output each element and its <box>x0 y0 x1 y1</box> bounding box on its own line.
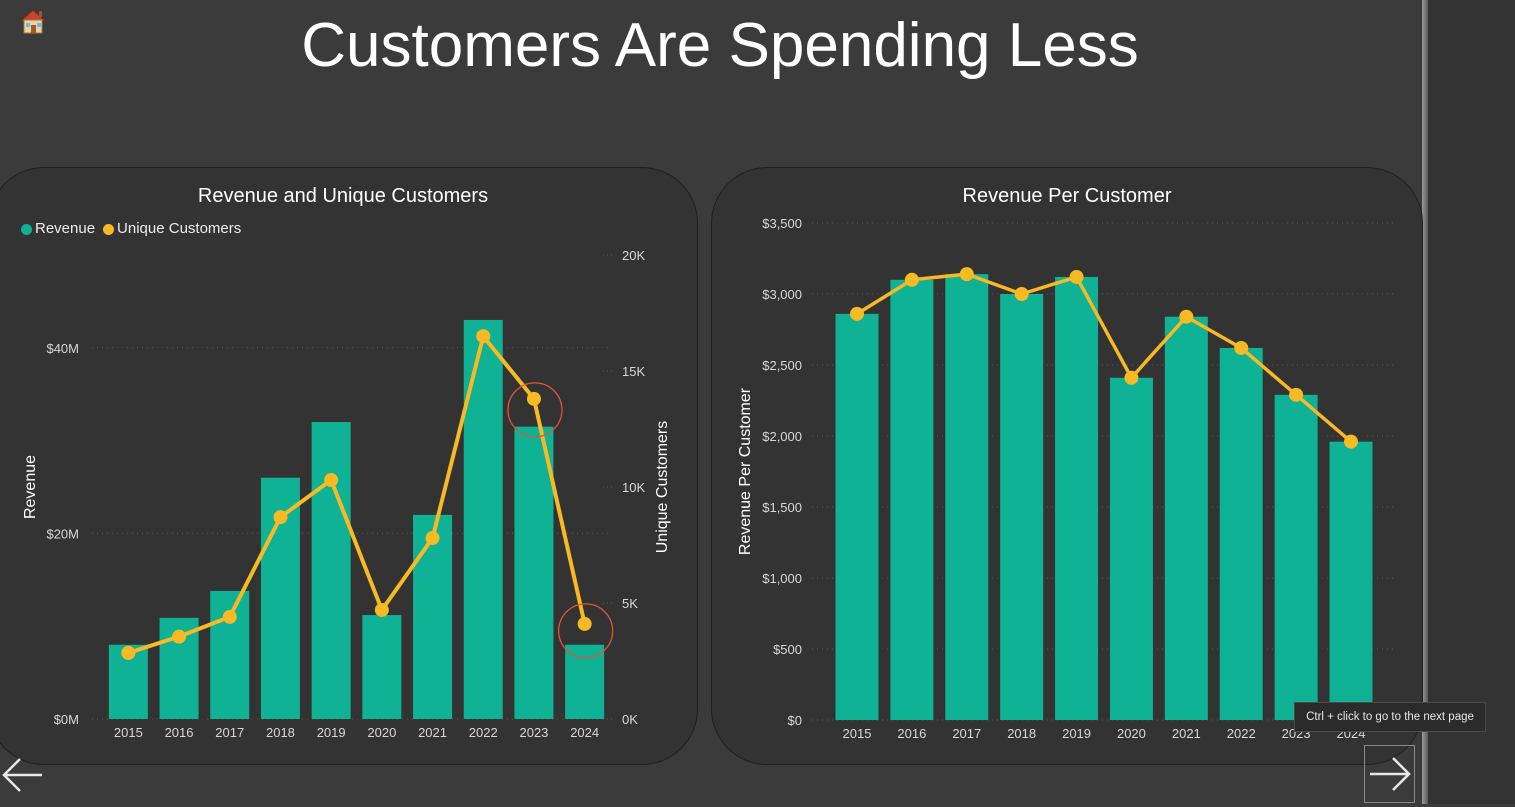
y2-tick-label: 20K <box>622 248 645 263</box>
x-tick-label: 2022 <box>1227 726 1256 741</box>
x-tick-label: 2015 <box>114 725 143 740</box>
y-tick-label: $3,000 <box>762 287 802 302</box>
point-revenue-per-customer <box>1289 387 1304 402</box>
x-tick-label: 2019 <box>317 725 346 740</box>
line-unique-customers <box>127 334 587 655</box>
y2-axis-title: Unique Customers <box>654 421 671 554</box>
x-tick-label: 2016 <box>165 725 194 740</box>
y-tick-label: $0M <box>54 712 79 727</box>
home-icon[interactable] <box>18 6 48 36</box>
next-page-button[interactable] <box>1364 745 1415 803</box>
y-tick-label: $2,500 <box>762 358 802 373</box>
y2-tick-label: 15K <box>622 364 645 379</box>
legend-swatch-revenue <box>21 223 32 235</box>
y-tick-label: $3,500 <box>762 216 802 231</box>
point-revenue-per-customer <box>904 272 919 287</box>
y-tick-label: $0 <box>788 713 802 728</box>
page-title: Customers Are Spending Less <box>301 11 1139 80</box>
point-unique-customers <box>324 473 339 488</box>
highlight-circle <box>507 382 563 438</box>
arrow-left-icon[interactable] <box>0 752 46 798</box>
arrow-right-icon <box>1370 757 1411 791</box>
y-tick-label: $2,000 <box>762 429 802 444</box>
x-tick-label: 2017 <box>215 725 244 740</box>
x-tick-label: 2017 <box>952 726 981 741</box>
x-tick-label: 2024 <box>570 725 599 740</box>
y-tick-label: $500 <box>773 642 802 657</box>
x-tick-label: 2020 <box>1117 726 1146 741</box>
y-axis-title: Revenue <box>22 455 39 519</box>
point-revenue-per-customer <box>850 306 864 321</box>
point-unique-customers <box>172 629 187 644</box>
bar-revenue-per-customer <box>1219 347 1263 720</box>
right-scroll-strip <box>1422 0 1515 804</box>
point-revenue-per-customer <box>1179 309 1194 324</box>
point-revenue-per-customer <box>1234 340 1249 355</box>
bar-revenue-per-customer <box>1164 316 1208 720</box>
bar-revenue-per-customer <box>835 313 879 720</box>
point-unique-customers <box>476 329 491 344</box>
x-tick-label: 2016 <box>897 726 926 741</box>
bar-revenue-per-customer <box>1329 441 1373 720</box>
x-tick-label: 2022 <box>469 725 498 740</box>
x-tick-label: 2023 <box>519 725 548 740</box>
y-tick-label: $20M <box>46 526 79 541</box>
point-unique-customers <box>526 391 541 406</box>
y2-tick-label: 10K <box>622 480 645 495</box>
legend-label-unique-customers: Unique Customers <box>117 220 242 237</box>
bar-revenue-per-customer <box>945 274 989 720</box>
legend-label-revenue: Revenue <box>35 220 96 237</box>
x-tick-label: 2021 <box>418 725 447 740</box>
point-unique-customers <box>374 602 389 617</box>
bar-revenue-per-customer <box>1109 377 1153 720</box>
bar-revenue <box>514 426 554 719</box>
legend-swatch-unique-customers <box>103 223 115 235</box>
highlight-circle <box>558 603 614 659</box>
bar-revenue <box>362 615 402 719</box>
chart-legend: Revenue Unique Customers <box>21 220 245 238</box>
point-revenue-per-customer <box>1124 370 1139 385</box>
chart-title: Revenue and Unique Customers <box>197 185 489 207</box>
bar-revenue-per-customer <box>1055 276 1099 720</box>
legend-item-revenue[interactable]: Revenue <box>21 220 95 238</box>
y2-tick-label: 5K <box>622 596 638 611</box>
y-tick-label: $40M <box>46 341 79 356</box>
legend-item-unique-customers[interactable]: Unique Customers <box>103 220 241 238</box>
bar-revenue-per-customer <box>1000 294 1044 720</box>
bar-revenue <box>565 644 605 719</box>
next-page-tooltip: Ctrl + click to go to the next page <box>1294 702 1486 732</box>
y2-tick-label: 0K <box>622 712 638 727</box>
point-revenue-per-customer <box>1069 269 1084 284</box>
point-revenue-per-customer <box>959 267 974 282</box>
bar-revenue <box>413 514 453 719</box>
x-tick-label: 2018 <box>266 725 295 740</box>
bar-revenue-per-customer <box>890 279 934 720</box>
x-tick-label: 2018 <box>1007 726 1036 741</box>
line-revenue-per-customer <box>856 272 1353 444</box>
y-tick-label: $1,000 <box>762 571 802 586</box>
x-tick-label: 2015 <box>843 726 872 741</box>
x-tick-label: 2020 <box>367 725 396 740</box>
chart-title: Revenue Per Customer <box>962 185 1172 207</box>
bar-revenue <box>311 422 351 719</box>
point-unique-customers <box>222 609 237 624</box>
x-tick-label: 2019 <box>1062 726 1091 741</box>
y-axis-title: Revenue Per Customer <box>737 387 754 555</box>
x-tick-label: 2021 <box>1172 726 1201 741</box>
point-unique-customers <box>121 645 136 660</box>
point-revenue-per-customer <box>1344 434 1358 449</box>
y-tick-label: $1,500 <box>762 500 802 515</box>
point-revenue-per-customer <box>1014 287 1029 301</box>
point-unique-customers <box>577 616 592 631</box>
point-unique-customers <box>273 510 288 525</box>
point-unique-customers <box>425 531 440 546</box>
bar-revenue-per-customer <box>1274 394 1318 720</box>
